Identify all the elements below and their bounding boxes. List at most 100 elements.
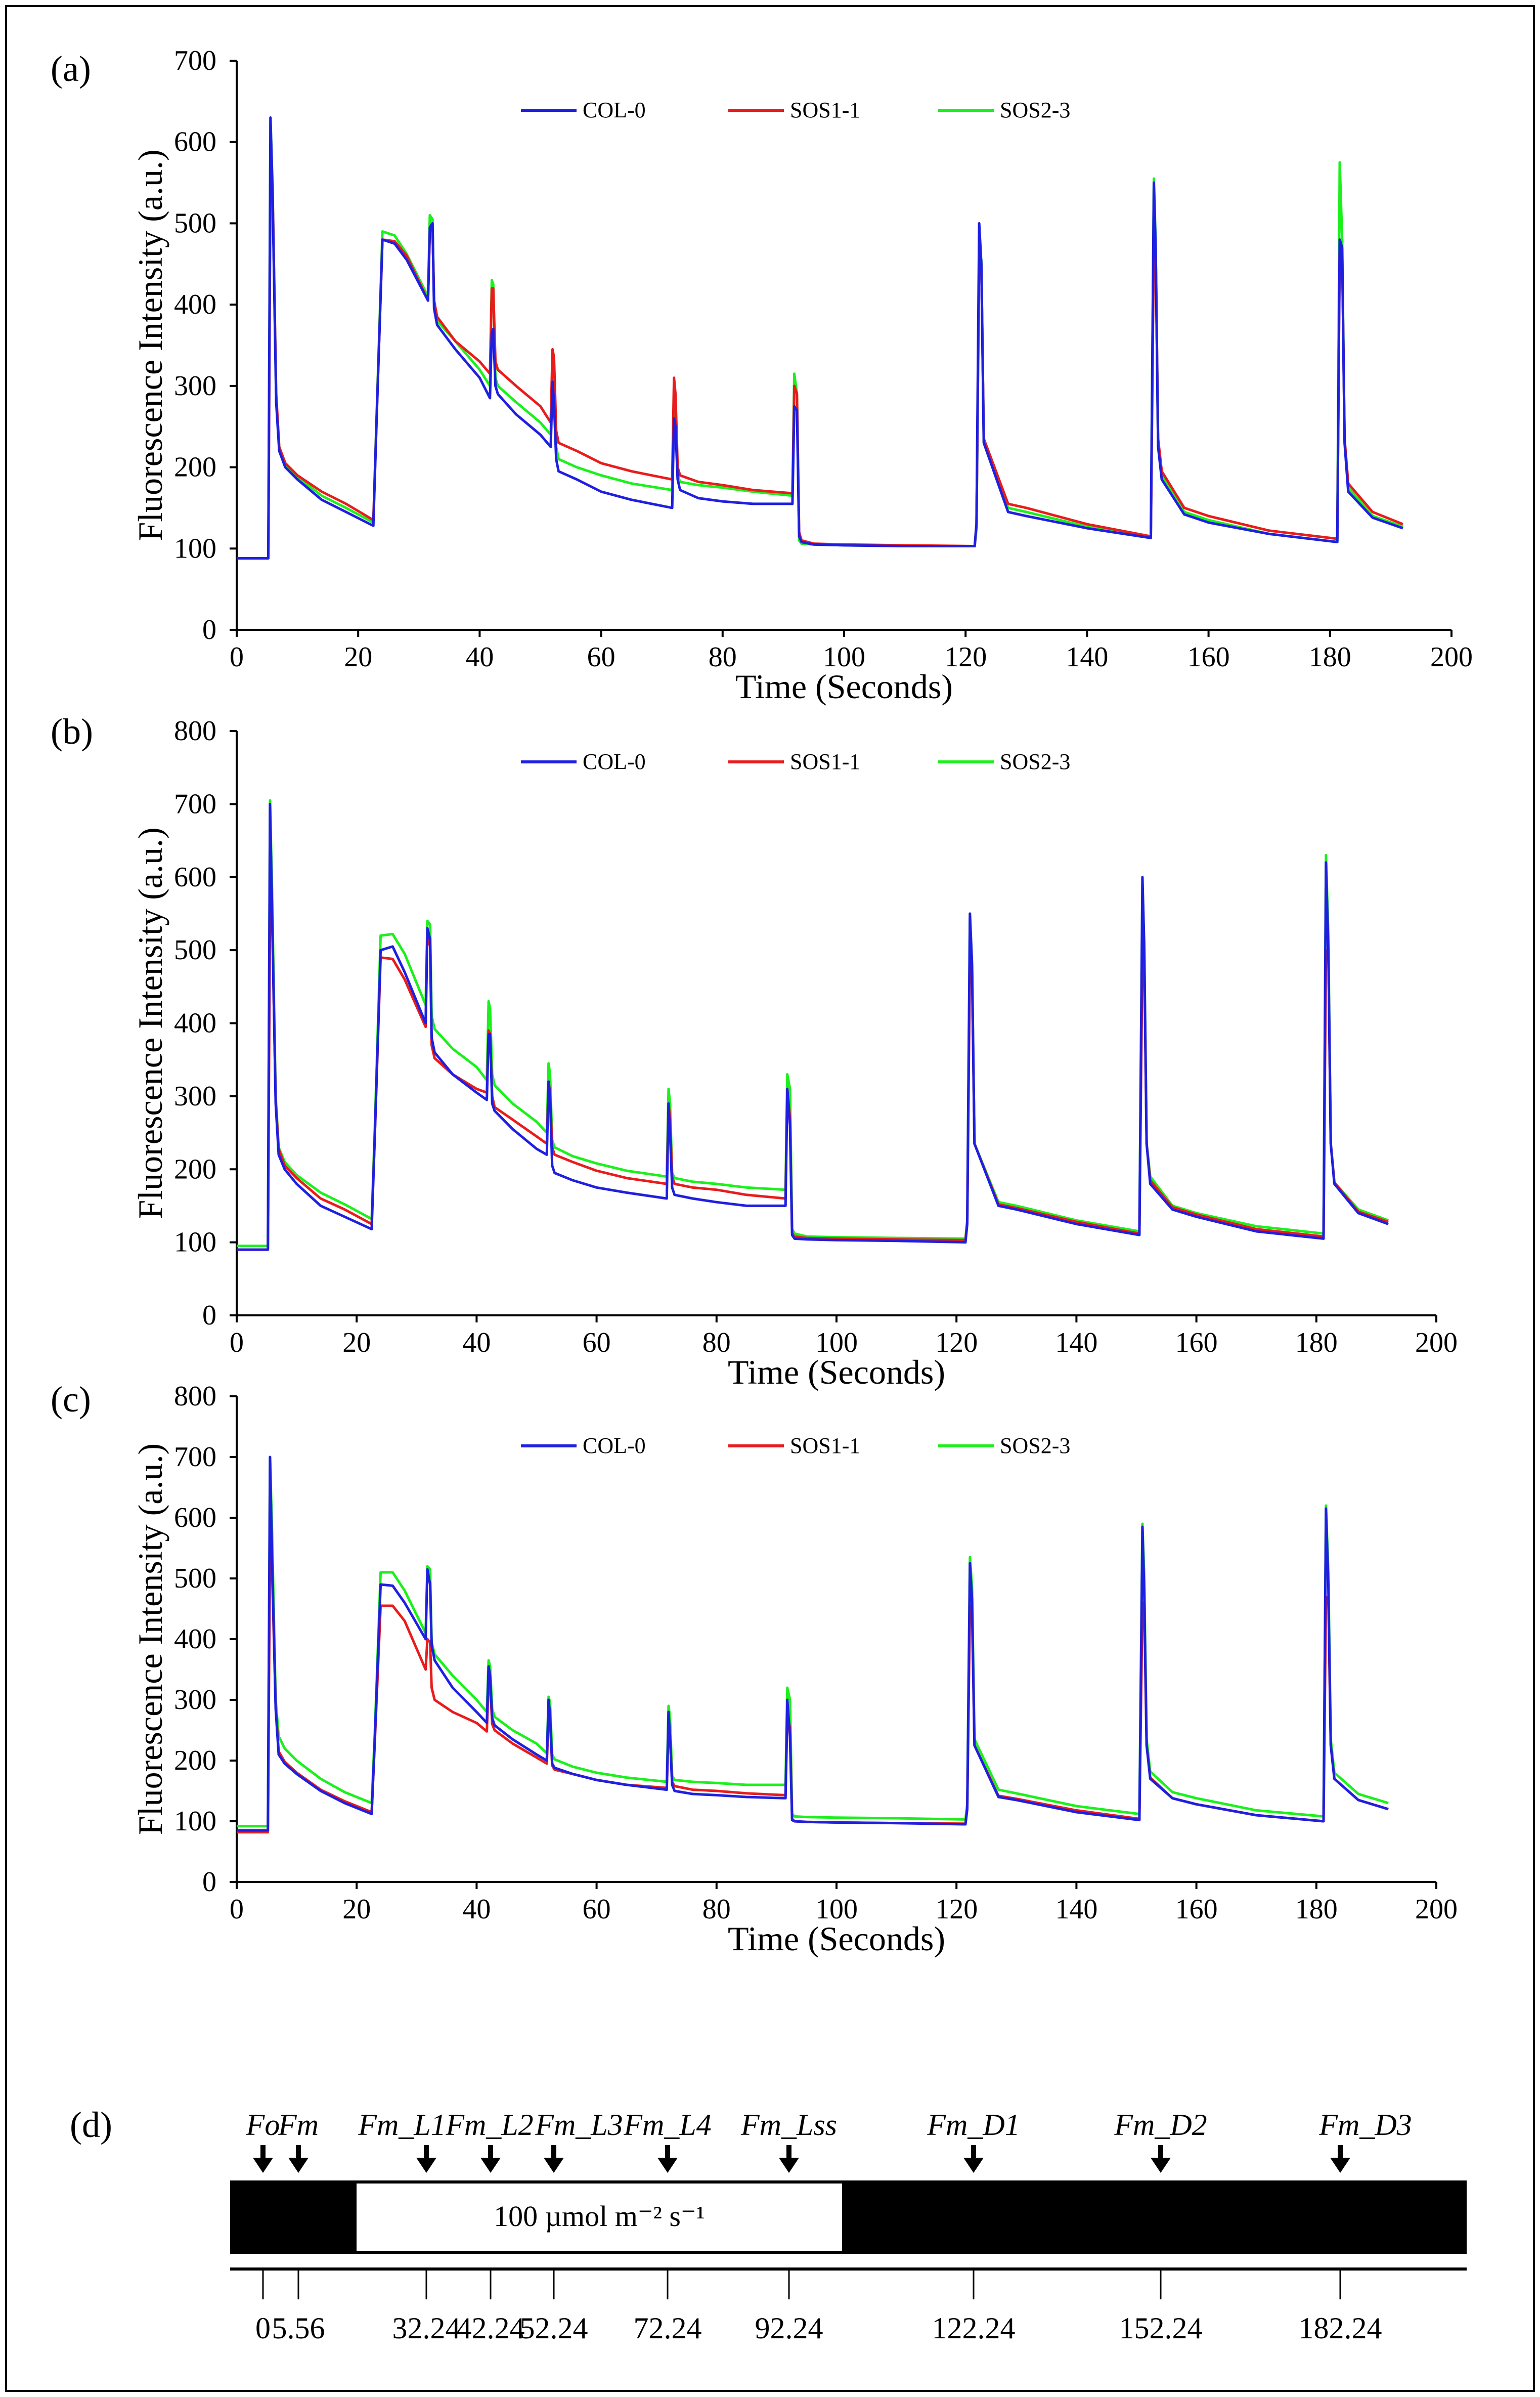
y-tick-label: 700 — [174, 788, 216, 820]
protocol-marker-label: Fm_L3 — [535, 2108, 623, 2142]
legend-label: SOS2-3 — [1000, 749, 1070, 774]
down-arrow-icon — [1151, 2158, 1171, 2173]
legend-label: SOS1-1 — [790, 749, 860, 774]
protocol-marker-label: Fm_D3 — [1318, 2108, 1412, 2142]
y-tick-label: 300 — [174, 1081, 216, 1112]
protocol-panel-d: (d) 100 µmol m⁻² s⁻¹ Fo 0 Fm 5.56 Fm_L1 32.24… — [70, 2105, 1467, 2345]
legend-label: SOS2-3 — [1000, 1433, 1070, 1458]
x-tick-label: 180 — [1295, 1894, 1338, 1925]
protocol-marker-label: Fm_Lss — [740, 2108, 837, 2142]
protocol-marker-label: Fm — [278, 2108, 319, 2142]
series-line-col-0 — [237, 802, 1389, 1251]
panel-label-d: (d) — [70, 2105, 112, 2145]
x-axis-title: Time (Seconds) — [728, 1919, 945, 1958]
y-tick-label: 200 — [174, 452, 216, 483]
legend-label: SOS1-1 — [790, 98, 860, 122]
y-tick-label: 200 — [174, 1745, 216, 1776]
y-tick-label: 200 — [174, 1153, 216, 1185]
down-arrow-icon — [963, 2158, 984, 2173]
protocol-marker-label: Fo — [246, 2108, 280, 2142]
x-tick-label: 80 — [709, 641, 737, 673]
x-tick-label: 40 — [462, 1327, 491, 1358]
x-tick-label: 60 — [587, 641, 615, 673]
x-tick-label: 200 — [1415, 1327, 1458, 1358]
y-tick-label: 300 — [174, 370, 216, 402]
x-tick-label: 120 — [935, 1894, 978, 1925]
y-tick-label: 400 — [174, 1008, 216, 1039]
y-tick-label: 500 — [174, 934, 216, 966]
y-tick-label: 0 — [202, 614, 216, 646]
timeline-markers: Fo 0 Fm 5.56 Fm_L1 32.24 Fm_L2 42.24 Fm_L3 52.24 F… — [246, 2108, 1412, 2345]
protocol-marker-label: Fm_D2 — [1114, 2108, 1207, 2142]
protocol-marker-label: Fm_L2 — [445, 2108, 533, 2142]
y-tick-label: 600 — [174, 126, 216, 158]
panel-label-b: (b) — [51, 711, 93, 752]
y-tick-label: 400 — [174, 1623, 216, 1655]
x-axis-title: Time (Seconds) — [728, 1353, 945, 1391]
x-tick-label: 120 — [935, 1327, 978, 1358]
timeline-time-label: 42.24 — [457, 2312, 525, 2345]
down-arrow-icon — [779, 2158, 799, 2173]
timeline-time-label: 72.24 — [634, 2312, 702, 2345]
timeline-time-label: 52.24 — [520, 2312, 588, 2345]
x-tick-label: 180 — [1295, 1327, 1338, 1358]
y-axis-title: Fluorescence Intensity (a.u.) — [131, 149, 169, 541]
y-axis-title: Fluorescence Intensity (a.u.) — [131, 827, 169, 1219]
x-tick-label: 40 — [465, 641, 494, 673]
x-tick-label: 160 — [1175, 1327, 1218, 1358]
y-axis-title: Fluorescence Intensity (a.u.) — [131, 1443, 169, 1835]
y-tick-label: 800 — [174, 1381, 216, 1412]
x-tick-label: 80 — [702, 1894, 731, 1925]
x-tick-label: 60 — [583, 1894, 611, 1925]
down-arrow-icon — [253, 2158, 273, 2173]
protocol-marker-label: Fm_D1 — [927, 2108, 1020, 2142]
y-tick-label: 600 — [174, 1502, 216, 1533]
y-tick-label: 100 — [174, 1227, 216, 1258]
timeline-time-label: 92.24 — [755, 2312, 823, 2345]
down-arrow-icon — [657, 2158, 678, 2173]
x-tick-label: 60 — [583, 1327, 611, 1358]
chart-panel-c: (c) 0 100 200 300 400 500 600 700 800 0 20 40 60 80 100… — [51, 1379, 1458, 1958]
y-tick-label: 100 — [174, 1806, 216, 1837]
y-tick-label: 700 — [174, 1441, 216, 1473]
x-tick-label: 180 — [1309, 641, 1351, 673]
timeline-time-label: 32.24 — [392, 2312, 461, 2345]
y-tick-label: 0 — [202, 1866, 216, 1898]
x-tick-label: 0 — [230, 641, 244, 673]
legend-label: COL-0 — [583, 98, 646, 122]
x-tick-label: 0 — [230, 1327, 244, 1358]
timeline-time-label: 182.24 — [1299, 2312, 1382, 2345]
down-arrow-icon — [480, 2158, 501, 2173]
x-tick-label: 20 — [342, 1894, 371, 1925]
timeline-time-label: 0 — [255, 2312, 271, 2345]
light-intensity-label: 100 µmol m⁻² s⁻¹ — [494, 2200, 705, 2233]
y-tick-label: 600 — [174, 862, 216, 893]
x-tick-label: 120 — [944, 641, 987, 673]
x-tick-label: 100 — [815, 1894, 858, 1925]
y-tick-label: 400 — [174, 289, 216, 320]
panel-label-c: (c) — [51, 1379, 91, 1420]
x-tick-label: 140 — [1055, 1894, 1097, 1925]
protocol-marker-label: Fm_L4 — [623, 2108, 711, 2142]
y-tick-label: 500 — [174, 207, 216, 239]
series-line-col-0 — [237, 116, 1403, 560]
x-tick-label: 100 — [815, 1327, 858, 1358]
x-tick-label: 140 — [1055, 1327, 1097, 1358]
panel-label-a: (a) — [51, 49, 91, 89]
figure-border — [5, 5, 1535, 2392]
legend-label: SOS2-3 — [1000, 98, 1070, 122]
light-period-box — [357, 2184, 842, 2251]
x-tick-label: 0 — [230, 1894, 244, 1925]
timeline-time-label: 122.24 — [932, 2312, 1016, 2345]
chart-panel-a: (a) 0 100 200 300 400 500 600 700 0 20 40 60 80 100 120… — [51, 45, 1473, 706]
legend-label: COL-0 — [583, 749, 646, 774]
y-tick-label: 500 — [174, 1563, 216, 1594]
chart-panel-b: (b) 0 100 200 300 400 500 600 700 800 0 20 40 60 80 100… — [51, 711, 1458, 1391]
x-axis-title: Time (Seconds) — [735, 667, 953, 706]
x-tick-label: 200 — [1415, 1894, 1458, 1925]
x-tick-label: 40 — [462, 1894, 491, 1925]
timeline-time-label: 152.24 — [1119, 2312, 1203, 2345]
down-arrow-icon — [288, 2158, 309, 2173]
x-tick-label: 20 — [344, 641, 372, 673]
